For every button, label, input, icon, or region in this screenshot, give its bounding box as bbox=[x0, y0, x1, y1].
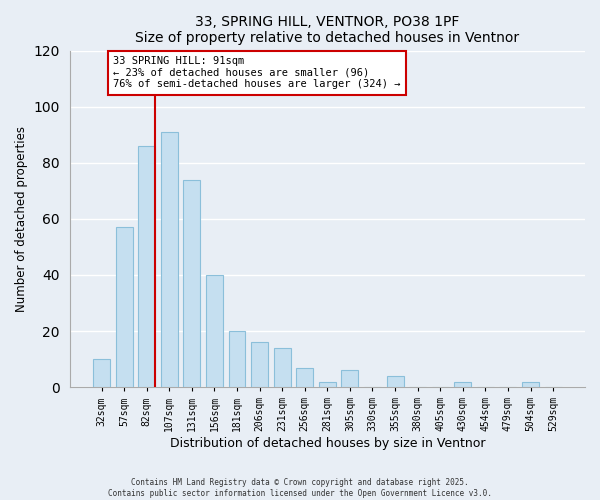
Title: 33, SPRING HILL, VENTNOR, PO38 1PF
Size of property relative to detached houses : 33, SPRING HILL, VENTNOR, PO38 1PF Size … bbox=[135, 15, 520, 45]
Text: 33 SPRING HILL: 91sqm
← 23% of detached houses are smaller (96)
76% of semi-deta: 33 SPRING HILL: 91sqm ← 23% of detached … bbox=[113, 56, 400, 90]
Bar bbox=[274, 348, 290, 387]
Bar bbox=[296, 368, 313, 387]
Bar bbox=[93, 359, 110, 387]
X-axis label: Distribution of detached houses by size in Ventnor: Distribution of detached houses by size … bbox=[170, 437, 485, 450]
Bar bbox=[229, 331, 245, 387]
Y-axis label: Number of detached properties: Number of detached properties bbox=[15, 126, 28, 312]
Bar bbox=[184, 180, 200, 387]
Bar bbox=[341, 370, 358, 387]
Bar bbox=[454, 382, 471, 387]
Bar bbox=[116, 228, 133, 387]
Bar bbox=[522, 382, 539, 387]
Bar bbox=[138, 146, 155, 387]
Bar bbox=[386, 376, 404, 387]
Text: Contains HM Land Registry data © Crown copyright and database right 2025.
Contai: Contains HM Land Registry data © Crown c… bbox=[108, 478, 492, 498]
Bar bbox=[251, 342, 268, 387]
Bar bbox=[319, 382, 336, 387]
Bar bbox=[161, 132, 178, 387]
Bar bbox=[206, 275, 223, 387]
